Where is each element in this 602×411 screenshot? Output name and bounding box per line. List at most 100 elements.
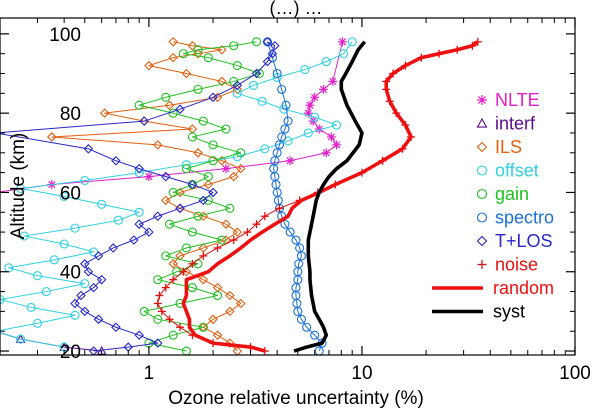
point-t-los — [152, 338, 163, 348]
point-gain — [193, 84, 203, 94]
y-tick-label: 20 — [60, 342, 81, 363]
point-offset — [26, 302, 36, 312]
point-ils — [203, 179, 214, 190]
legend-item-nlte: NLTE — [477, 90, 540, 110]
chart-title: (…) … — [270, 0, 323, 18]
point-t-los — [76, 290, 86, 301]
point-ils — [168, 37, 178, 47]
plot-frame — [0, 17, 576, 356]
point-offset — [59, 191, 69, 201]
point-spectro — [277, 132, 287, 142]
point-t-los — [139, 116, 149, 126]
point-t-los — [108, 243, 119, 253]
point-spectro — [272, 68, 282, 79]
legend-swatch-noise — [477, 260, 487, 269]
point-noise — [165, 315, 174, 324]
point-offset — [347, 37, 357, 47]
point-nlte — [310, 92, 320, 102]
point-offset — [321, 57, 331, 67]
point-noise — [155, 291, 164, 300]
point-offset — [89, 247, 99, 257]
point-noise — [161, 283, 170, 292]
point-gain — [178, 49, 188, 59]
point-gain — [208, 140, 218, 150]
point-t-los — [251, 68, 262, 79]
point-t-los — [111, 322, 121, 333]
point-gain — [153, 275, 163, 285]
point-ils — [232, 346, 243, 355]
point-t-los — [80, 306, 90, 317]
y-tick-label: 80 — [60, 104, 81, 125]
point-t-los — [175, 203, 185, 214]
point-ils — [217, 44, 227, 55]
point-noise — [260, 212, 269, 221]
point-noise — [275, 204, 284, 213]
point-gain — [208, 156, 218, 166]
point-spectro — [310, 330, 320, 340]
point-t-los — [80, 259, 90, 269]
point-offset — [260, 144, 270, 154]
point-offset — [97, 199, 107, 209]
legend-swatch-ils — [476, 141, 488, 153]
point-ils — [225, 290, 235, 301]
series-line-random — [181, 40, 479, 353]
legend: NLTE interf ILS offset gain spectro T+LOS noise… — [432, 90, 554, 322]
point-spectro — [270, 156, 280, 166]
point-ils — [99, 108, 110, 118]
point-gain — [181, 164, 191, 174]
point-offset — [339, 49, 349, 59]
point-ils — [152, 140, 163, 150]
point-gain — [198, 322, 208, 332]
point-t-los — [93, 314, 104, 325]
series-offset — [0, 37, 357, 352]
point-noise — [243, 228, 252, 237]
series-random — [181, 40, 479, 353]
point-t-los — [134, 219, 144, 229]
legend-item-offset: offset — [476, 161, 539, 181]
point-ils — [168, 259, 178, 269]
legend-label-nlte: NLTE — [495, 90, 540, 110]
point-offset — [300, 64, 310, 75]
point-gain — [225, 203, 235, 213]
legend-item-random: random — [432, 278, 554, 298]
point-t-los — [208, 92, 218, 103]
point-offset — [249, 80, 259, 90]
point-gain — [161, 251, 171, 261]
point-gain — [187, 227, 197, 237]
series-gain — [134, 37, 264, 355]
point-noise — [179, 267, 188, 276]
legend-item-gain: gain — [476, 184, 529, 204]
point-gain — [134, 100, 144, 110]
point-ils — [236, 298, 246, 309]
legend-item-ils: ILS — [476, 137, 522, 157]
point-nlte — [221, 164, 231, 174]
legend-label-syst: syst — [493, 302, 525, 322]
point-t-los — [208, 187, 218, 198]
x-tick-label: 10 — [351, 363, 372, 384]
point-gain — [168, 187, 178, 197]
y-tick-label: 100 — [49, 25, 81, 46]
point-t-los — [198, 195, 209, 206]
point-offset — [310, 112, 320, 122]
point-spectro — [291, 235, 301, 245]
legend-swatch-t-los — [476, 235, 488, 247]
point-ils — [225, 306, 235, 317]
point-gain — [251, 37, 262, 47]
point-spectro — [285, 227, 295, 237]
series-line-t-los — [0, 41, 276, 352]
series-line-offset — [0, 41, 353, 348]
point-nlte — [332, 140, 342, 150]
point-spectro — [277, 84, 287, 94]
point-ils — [232, 227, 243, 237]
series-layer — [0, 37, 482, 355]
point-gain — [187, 283, 197, 293]
point-nlte — [321, 148, 331, 158]
point-gain — [139, 306, 149, 316]
legend-swatch-nlte — [477, 95, 487, 105]
point-offset — [134, 207, 144, 217]
point-gain — [193, 211, 203, 221]
point-ils — [144, 60, 154, 71]
legend-label-spectro: spectro — [495, 208, 554, 228]
point-t-los — [129, 235, 139, 245]
